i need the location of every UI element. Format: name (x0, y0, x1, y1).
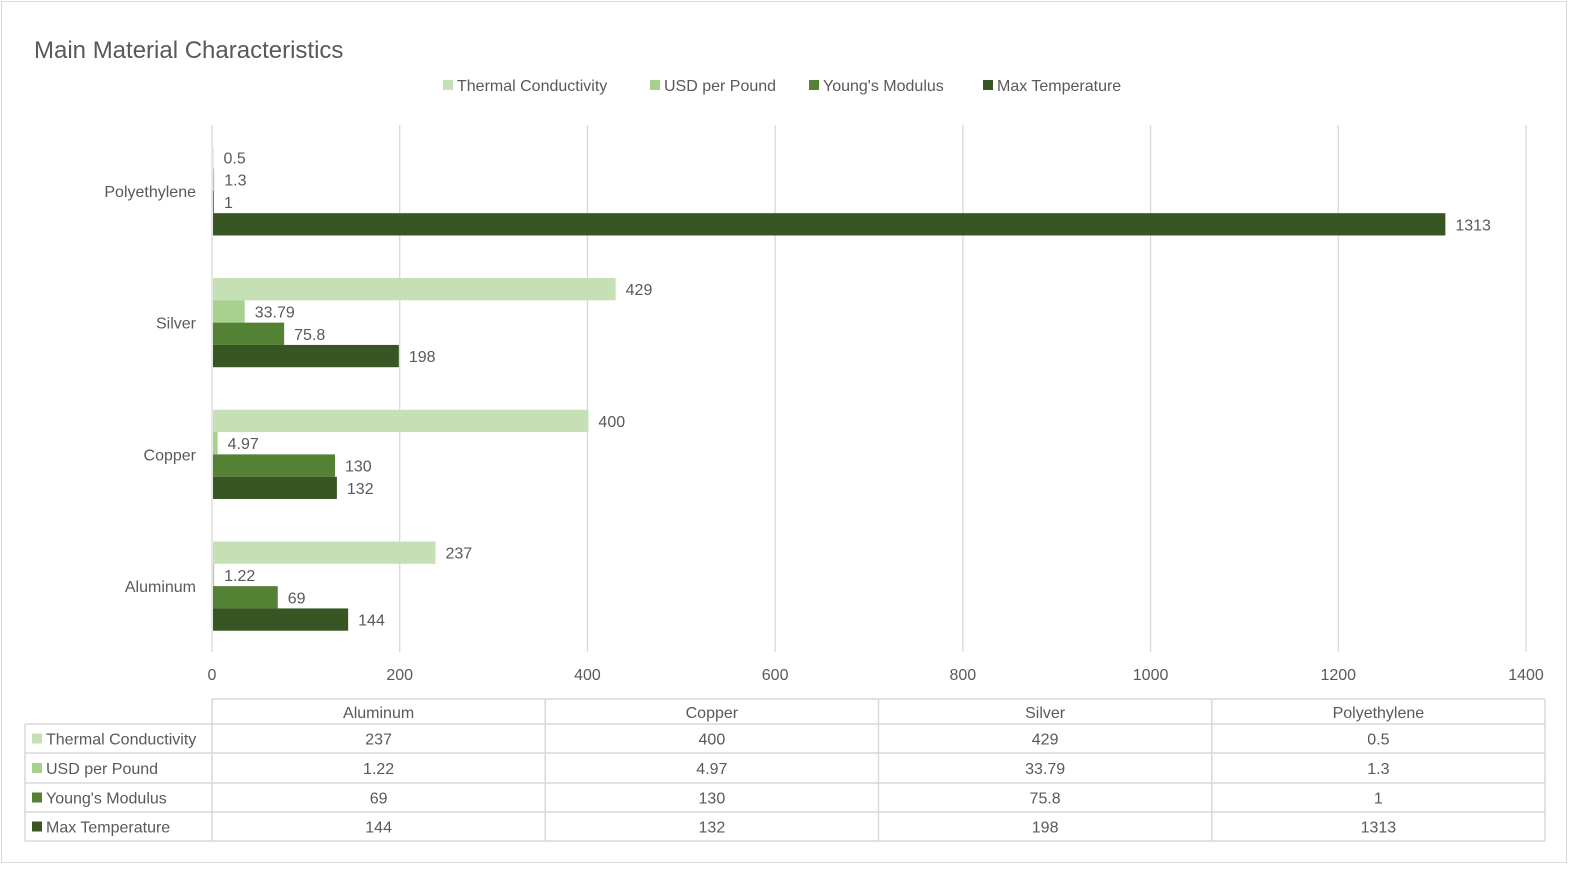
bars: Aluminum 237 1.22 69 144 Copper 400 4.97 130 132 S… (104, 146, 1491, 631)
gridlines (211, 125, 1527, 652)
bar-copper-2 (213, 454, 336, 477)
bar-copper-3 (213, 476, 337, 499)
x-tick-label: 1000 (1133, 667, 1169, 684)
table-cell: 237 (365, 732, 392, 749)
data-label: 1.3 (224, 173, 246, 190)
bar-polyethylene-0 (213, 146, 214, 169)
category-label: Copper (144, 447, 197, 464)
data-label: 400 (598, 414, 625, 431)
data-label: 237 (445, 546, 472, 563)
legend-label-3: Max Temperature (997, 78, 1121, 95)
legend-label-2: Young's Modulus (823, 78, 944, 95)
x-tick-label: 1400 (1508, 667, 1544, 684)
data-label: 1.22 (224, 568, 255, 585)
table-header-cell: Copper (686, 705, 739, 722)
bar-silver-3 (213, 344, 399, 368)
table-row-label: USD per Pound (46, 761, 158, 778)
table-cell: 33.79 (1025, 761, 1065, 778)
data-label: 33.79 (255, 304, 295, 321)
data-label: 130 (345, 459, 372, 476)
chart-frame: Main Material Characteristics Thermal Co… (1, 1, 1567, 863)
data-label: 75.8 (294, 327, 325, 344)
data-label: 198 (409, 349, 436, 366)
table-cell: 1313 (1361, 820, 1397, 837)
chart-title: Main Material Characteristics (34, 37, 343, 64)
data-label: 144 (358, 613, 385, 630)
bar-aluminum-3 (213, 608, 349, 631)
data-table: Aluminum Copper Silver Polyethylene Thermal … (24, 698, 1546, 842)
table-cell: 400 (699, 732, 726, 749)
data-label: 132 (347, 481, 374, 498)
bar-silver-2 (213, 322, 285, 345)
table-legend-swatch-0 (32, 733, 42, 744)
table-cell: 144 (365, 820, 392, 837)
legend-swatch-1 (650, 80, 660, 90)
category-label: Polyethylene (104, 184, 196, 201)
legend-swatch-3 (983, 80, 993, 90)
bar-aluminum-2 (213, 586, 278, 609)
legend-label-1: USD per Pound (664, 78, 776, 95)
legend: Thermal Conductivity USD per Pound Young's… (443, 78, 1121, 95)
table-cell: 132 (699, 820, 726, 837)
table-cell: 69 (370, 791, 388, 808)
x-tick-label: 800 (950, 667, 977, 684)
x-tick-label: 400 (574, 667, 601, 684)
table-cell: 0.5 (1367, 732, 1389, 749)
table-row-label: Young's Modulus (46, 791, 167, 808)
x-tick-label: 200 (386, 667, 413, 684)
table-cell: 1 (1374, 791, 1383, 808)
table-legend-swatch-2 (32, 792, 42, 803)
bar-polyethylene-3 (213, 213, 1446, 236)
table-legend-swatch-3 (32, 821, 42, 832)
table-header-cell: Silver (1025, 705, 1066, 722)
table-row-label: Thermal Conductivity (46, 732, 196, 749)
table-cell: 130 (699, 791, 726, 808)
table-cell: 1.22 (363, 761, 394, 778)
bar-polyethylene-1 (213, 168, 215, 191)
table-cell: 429 (1032, 732, 1059, 749)
data-label: 69 (288, 590, 306, 607)
legend-label-0: Thermal Conductivity (457, 78, 607, 95)
bar-aluminum-1 (213, 563, 215, 587)
bar-polyethylene-2 (213, 190, 214, 214)
data-label: 4.97 (228, 436, 259, 453)
legend-swatch-2 (809, 80, 819, 90)
category-label: Silver (156, 316, 197, 333)
table-cell: 4.97 (696, 761, 727, 778)
data-label: 0.5 (223, 150, 245, 167)
x-tick-label: 1200 (1320, 667, 1356, 684)
x-axis: 0 200 400 600 800 1000 1200 1400 (208, 667, 1544, 684)
bar-aluminum-0 (213, 541, 436, 564)
table-cell: 1.3 (1367, 761, 1389, 778)
table-cell: 75.8 (1030, 791, 1061, 808)
bar-silver-1 (213, 300, 245, 323)
table-header-cell: Aluminum (343, 705, 414, 722)
x-tick-label: 0 (208, 667, 217, 684)
table-header-cell: Polyethylene (1333, 705, 1425, 722)
category-label: Aluminum (125, 579, 196, 596)
x-tick-label: 600 (762, 667, 789, 684)
bar-copper-0 (213, 409, 589, 433)
data-label: 1 (224, 195, 233, 212)
bar-copper-1 (213, 432, 218, 455)
legend-swatch-0 (443, 80, 453, 90)
data-label: 1313 (1455, 217, 1491, 234)
table-cell: 198 (1032, 820, 1059, 837)
table-row-label: Max Temperature (46, 820, 170, 837)
data-label: 429 (626, 282, 653, 299)
chart-svg: Main Material Characteristics Thermal Co… (24, 37, 1546, 842)
table-legend-swatch-1 (32, 763, 42, 773)
bar-silver-0 (213, 278, 616, 301)
